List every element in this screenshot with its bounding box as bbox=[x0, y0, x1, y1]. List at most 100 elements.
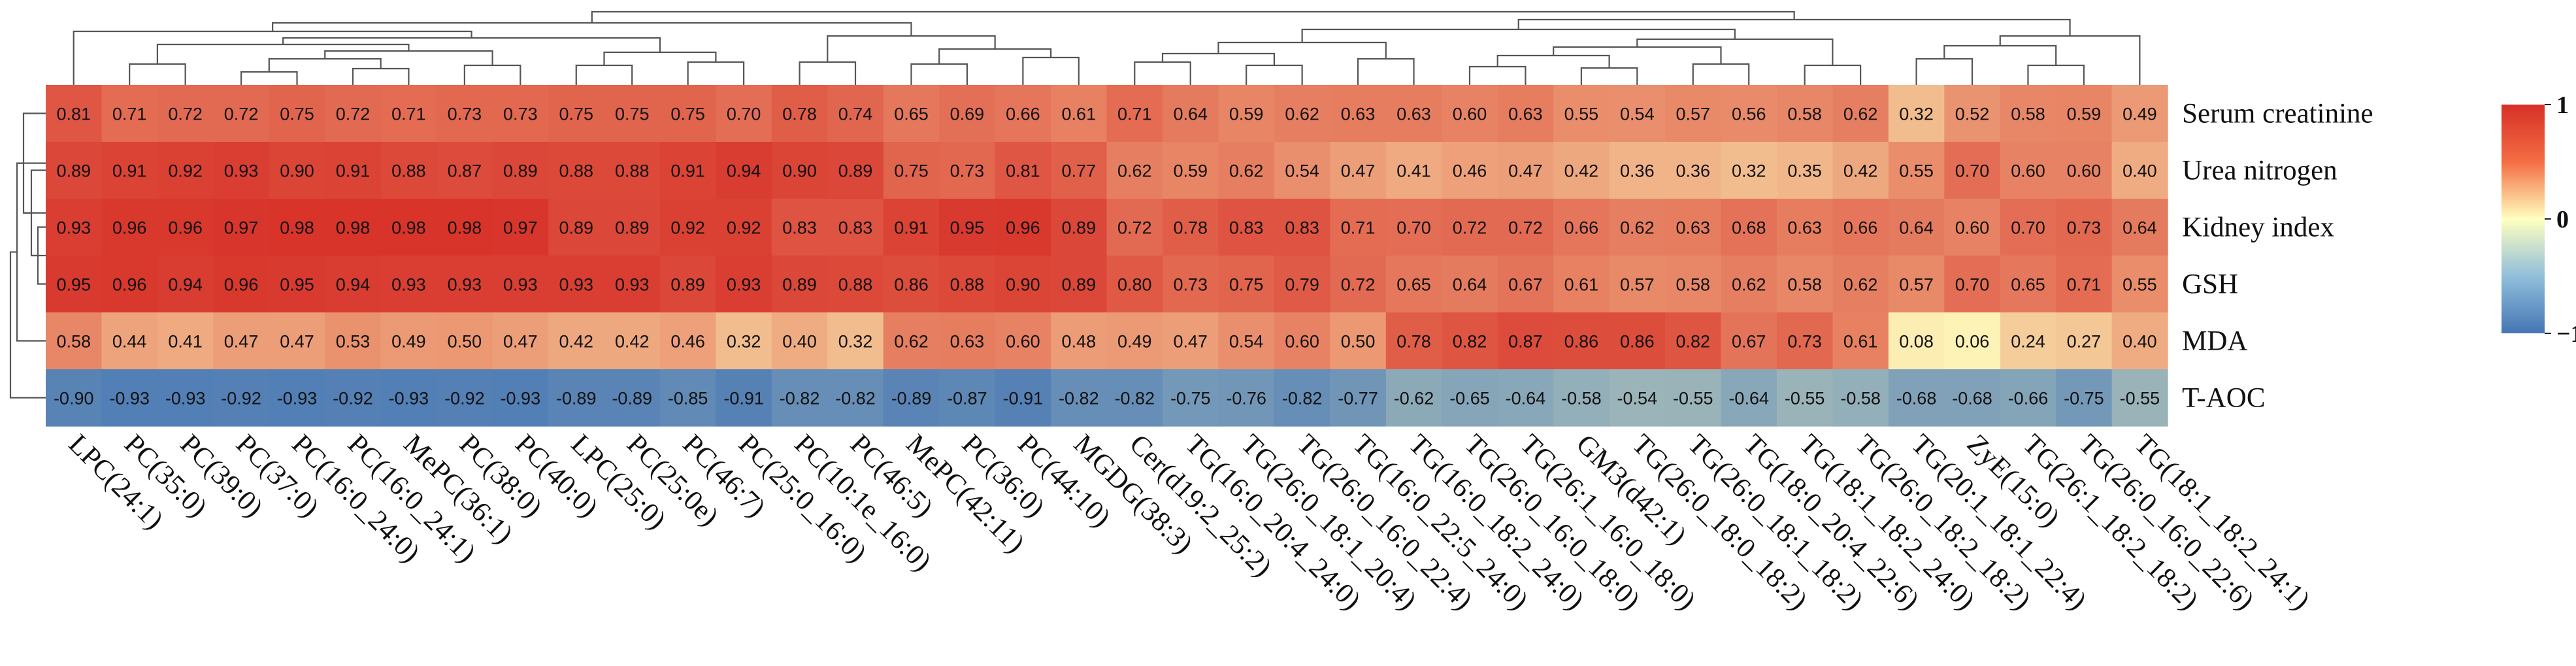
cell-value-label: -0.89 bbox=[556, 389, 597, 408]
cell-value-label: 0.88 bbox=[838, 275, 873, 295]
heatmap-cell bbox=[1385, 142, 1442, 199]
heatmap-cell bbox=[1218, 369, 1275, 427]
cell-value-label: 0.35 bbox=[1787, 161, 1822, 181]
cell-value-label: 0.73 bbox=[448, 105, 482, 124]
heatmap-cell bbox=[1163, 312, 1219, 370]
heatmap-cell bbox=[1888, 312, 1945, 370]
heatmap-cell bbox=[1888, 142, 1945, 199]
cell-value-label: 0.70 bbox=[1955, 161, 1990, 181]
heatmap-cell bbox=[1051, 256, 1108, 313]
heatmap-cell bbox=[995, 199, 1051, 256]
dendrogram-branch bbox=[1468, 65, 1527, 85]
cell-value-label: 0.83 bbox=[1229, 218, 1264, 238]
column-labels: LPC(24:1)PC(35:0)PC(39:0)PC(37:0)PC(16:0… bbox=[63, 429, 2316, 616]
cell-value-label: 0.88 bbox=[559, 161, 593, 181]
heatmap-cell bbox=[1721, 199, 1777, 256]
row-dendrogram bbox=[9, 112, 46, 399]
dendrogram-branch bbox=[9, 251, 46, 399]
heatmap-cell bbox=[1218, 256, 1275, 313]
heatmap-cells: 0.81 0.71 0.72 0.72 0.75 0.72 0.71 0.73 0.73 0.75… bbox=[46, 85, 2168, 427]
heatmap-cell bbox=[1442, 256, 1498, 313]
cell-value-label: 0.06 bbox=[1955, 332, 1990, 352]
cell-value-label: -0.93 bbox=[501, 389, 541, 408]
cell-value-label: 0.68 bbox=[1732, 218, 1766, 238]
legend-tick-label: 1 bbox=[2556, 92, 2569, 119]
heatmap-cell bbox=[101, 256, 158, 313]
cell-value-label: 0.91 bbox=[670, 161, 705, 181]
cell-value-label: 0.40 bbox=[782, 332, 817, 352]
cell-value-label: 0.36 bbox=[1676, 161, 1710, 181]
heatmap-cell bbox=[2111, 369, 2168, 427]
heatmap-cell bbox=[771, 85, 828, 142]
heatmap-cell bbox=[1609, 256, 1666, 313]
cell-value-label: -0.82 bbox=[1282, 389, 1323, 408]
heatmap-cell bbox=[1497, 369, 1554, 427]
heatmap-cell bbox=[213, 199, 270, 256]
heatmap-cell bbox=[2000, 312, 2056, 370]
cell-value-label: 0.70 bbox=[2011, 218, 2045, 238]
heatmap-cell bbox=[716, 199, 772, 256]
heatmap-cell bbox=[1665, 256, 1722, 313]
cell-value-label: 0.75 bbox=[559, 105, 593, 124]
cell-value-label: 0.65 bbox=[2011, 275, 2045, 295]
heatmap-cell bbox=[1553, 369, 1610, 427]
heatmap-cell bbox=[1497, 85, 1554, 142]
cell-value-label: -0.93 bbox=[109, 389, 150, 408]
cell-value-label: 0.65 bbox=[894, 105, 929, 124]
heatmap-cell bbox=[213, 312, 270, 370]
heatmap-cell bbox=[659, 256, 716, 313]
heatmap-cell bbox=[269, 369, 325, 427]
heatmap-cell bbox=[1106, 369, 1163, 427]
heatmap-cell bbox=[659, 312, 716, 370]
heatmap-cell bbox=[1330, 85, 1387, 142]
heatmap-cell bbox=[1553, 142, 1610, 199]
dendrogram-branch bbox=[938, 48, 1052, 64]
cell-value-label: 0.70 bbox=[727, 105, 761, 124]
cell-value-label: -0.75 bbox=[1170, 389, 1211, 408]
dendrogram-branch bbox=[1804, 64, 1862, 85]
row-label: Kidney index bbox=[2182, 212, 2334, 243]
heatmap-cell bbox=[1721, 142, 1777, 199]
heatmap-cell bbox=[1218, 85, 1275, 142]
heatmap-cell bbox=[380, 312, 437, 370]
heatmap-cell bbox=[325, 142, 382, 199]
cell-value-label: 0.75 bbox=[1229, 275, 1264, 295]
cell-value-label: 0.94 bbox=[336, 275, 371, 295]
heatmap-cell bbox=[1163, 199, 1219, 256]
heatmap-cell bbox=[883, 85, 940, 142]
heatmap-cell bbox=[1553, 199, 1610, 256]
heatmap-cell bbox=[1776, 142, 1833, 199]
cell-value-label: 0.93 bbox=[503, 275, 538, 295]
heatmap-cell bbox=[1106, 85, 1163, 142]
cell-value-label: 0.90 bbox=[280, 161, 314, 181]
heatmap-cell bbox=[1163, 85, 1219, 142]
dendrogram-branch bbox=[352, 67, 410, 85]
dendrogram-branch bbox=[1357, 58, 1415, 85]
heatmap-cell bbox=[827, 85, 884, 142]
cell-value-label: 0.58 bbox=[2011, 105, 2045, 124]
heatmap-cell bbox=[1051, 312, 1108, 370]
dendrogram-branch bbox=[240, 71, 298, 85]
heatmap-cell bbox=[1944, 256, 2001, 313]
dendrogram-branch bbox=[799, 61, 857, 85]
heatmap-cell bbox=[1385, 256, 1442, 313]
cell-value-label: 0.41 bbox=[168, 332, 203, 352]
heatmap-cell bbox=[1218, 142, 1275, 199]
cell-value-label: 0.62 bbox=[1229, 161, 1264, 181]
cell-value-label: 0.58 bbox=[56, 332, 91, 352]
cell-value-label: 0.62 bbox=[1620, 218, 1655, 238]
cell-value-label: 0.69 bbox=[950, 105, 985, 124]
heatmap-cell bbox=[1163, 369, 1219, 427]
cell-value-label: 0.66 bbox=[1564, 218, 1599, 238]
cell-value-label: 0.88 bbox=[391, 161, 426, 181]
heatmap-cell bbox=[437, 85, 493, 142]
heatmap-cell bbox=[380, 369, 437, 427]
cell-value-label: 0.59 bbox=[2067, 105, 2102, 124]
heatmap-cell bbox=[1609, 369, 1666, 427]
heatmap-cell bbox=[1721, 312, 1777, 370]
heatmap-cell bbox=[2000, 142, 2056, 199]
heatmap-cell bbox=[939, 256, 996, 313]
cell-value-label: 0.87 bbox=[1508, 332, 1543, 352]
heatmap-cell bbox=[1106, 256, 1163, 313]
heatmap-cell bbox=[1442, 142, 1498, 199]
